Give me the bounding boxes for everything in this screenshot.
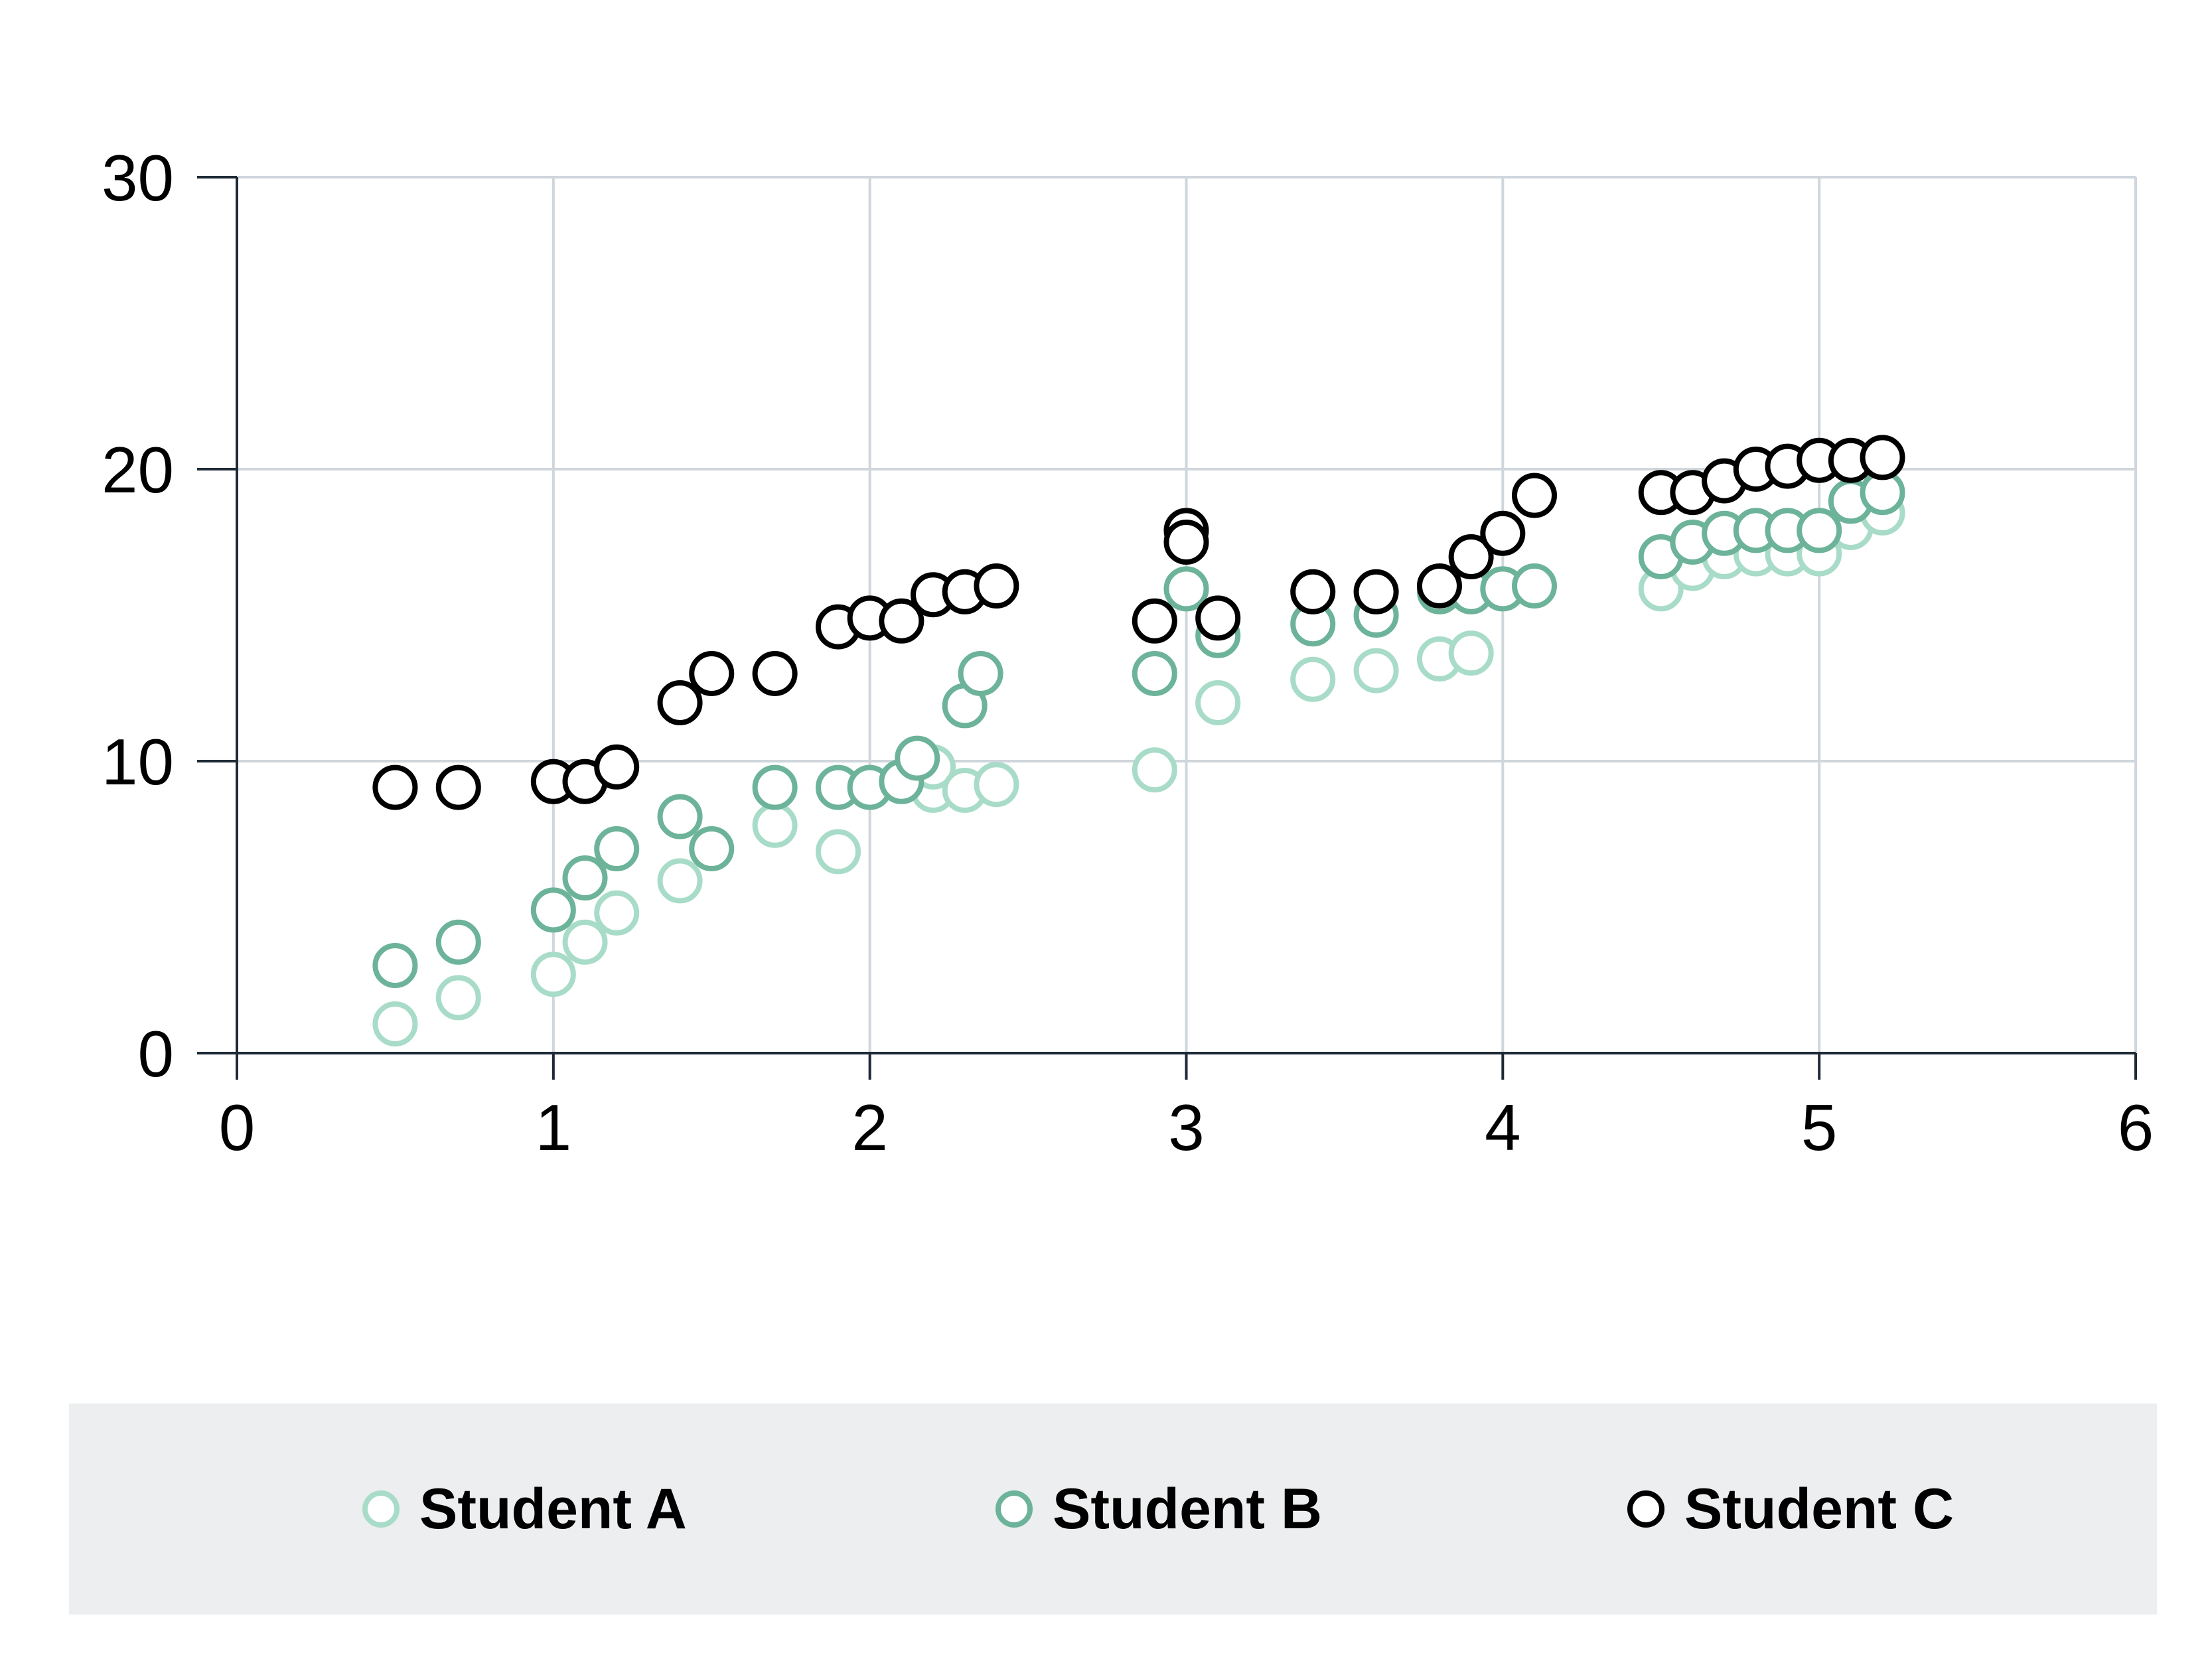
data-point: [879, 598, 924, 644]
data-point: [1448, 630, 1494, 676]
data-point: [372, 943, 418, 988]
data-point: [1416, 563, 1462, 609]
data-point: [1480, 510, 1526, 556]
data-point: [594, 826, 640, 871]
data-point: [435, 764, 481, 810]
data-point: [1290, 656, 1336, 702]
data-point: [1512, 472, 1558, 518]
data-point: [1195, 595, 1241, 641]
data-point: [372, 764, 418, 810]
data-point: [958, 651, 1003, 696]
data-point: [1132, 747, 1177, 793]
data-point: [1163, 566, 1209, 612]
data-point: [1132, 651, 1177, 696]
data-point: [1163, 520, 1209, 565]
series-1: [372, 470, 1905, 988]
data-point: [974, 563, 1019, 609]
data-point: [372, 1001, 418, 1046]
legend-label-student-c: Student C: [1684, 1477, 1954, 1541]
y-tick-label: 10: [102, 725, 174, 798]
data-point: [689, 826, 735, 871]
legend-marker-student-c-icon: [1627, 1490, 1664, 1528]
x-tick-label: 6: [2118, 1091, 2154, 1164]
data-points: [372, 435, 1905, 1046]
legend-item-student-c: Student C: [1627, 1404, 1954, 1615]
legend-label-student-b: Student B: [1053, 1477, 1323, 1541]
data-point: [657, 794, 703, 839]
data-point: [657, 858, 703, 904]
legend-marker-student-b-icon: [995, 1490, 1033, 1528]
legend: Student A Student B Student C: [69, 1404, 2157, 1615]
data-point: [435, 919, 481, 965]
data-point: [657, 680, 703, 725]
data-point: [1797, 508, 1842, 553]
data-point: [752, 651, 798, 696]
data-point: [815, 829, 861, 875]
data-point: [562, 855, 608, 901]
data-point: [1448, 534, 1494, 579]
scatter-chart: 0 1 2 3 4 5 6 0 10 20 30: [102, 141, 2154, 1164]
data-point: [752, 764, 798, 810]
data-point: [752, 802, 798, 848]
data-point: [974, 762, 1019, 808]
data-point: [1353, 569, 1399, 614]
data-point: [435, 975, 481, 1021]
data-point: [1290, 569, 1336, 614]
data-point: [1860, 435, 1905, 480]
data-point: [562, 919, 608, 965]
data-point: [1353, 648, 1399, 693]
y-tick-label: 0: [137, 1017, 174, 1090]
grid-lines: [237, 176, 2137, 1053]
data-point: [530, 887, 576, 933]
legend-label-student-a: Student A: [419, 1477, 687, 1541]
x-tick-label: 4: [1485, 1091, 1521, 1164]
data-point: [1512, 563, 1558, 609]
x-tick-label: 3: [1168, 1091, 1205, 1164]
data-point: [530, 952, 576, 997]
y-tick-label: 30: [102, 141, 174, 214]
series-0: [372, 490, 1905, 1046]
series-2: [372, 435, 1905, 810]
legend-item-student-a: Student A: [362, 1404, 687, 1615]
x-tick-label: 0: [219, 1091, 256, 1164]
legend-marker-student-a-icon: [362, 1490, 400, 1528]
data-point: [895, 735, 940, 781]
axes: [197, 176, 2137, 1080]
x-tick-label: 1: [536, 1091, 572, 1164]
data-point: [594, 744, 640, 790]
x-tick-label: 2: [851, 1091, 888, 1164]
data-point: [1195, 680, 1241, 725]
data-point: [1132, 598, 1177, 644]
data-point: [594, 890, 640, 936]
y-tick-label: 20: [102, 433, 174, 506]
tick-labels: 0 1 2 3 4 5 6 0 10 20 30: [102, 141, 2154, 1164]
x-tick-label: 5: [1801, 1091, 1838, 1164]
data-point: [689, 651, 735, 696]
legend-item-student-b: Student B: [995, 1404, 1322, 1615]
